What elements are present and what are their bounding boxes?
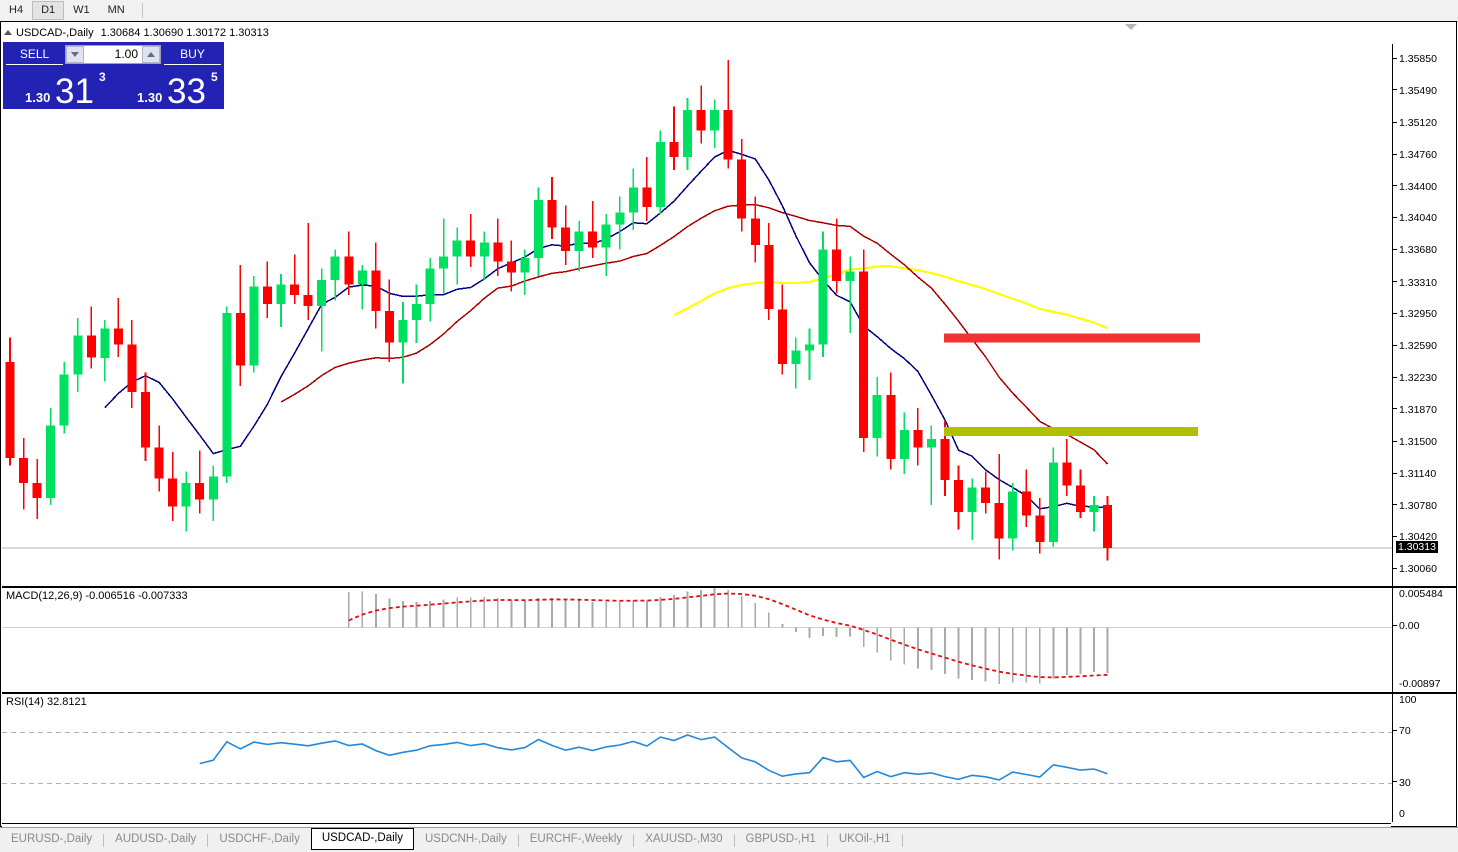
buy-price-fraction: 5 (211, 70, 218, 84)
one-click-trading-panel[interactable]: SELL 1.00 BUY 1.30 31 3 1.30 33 5 (3, 42, 224, 111)
last-price-label: 1.30313 (1396, 540, 1438, 553)
symbol-tab-eurchf[interactable]: EURCHF-,Weekly (529, 833, 623, 845)
tab-divider (207, 833, 209, 847)
price-scale[interactable]: 1.35850 1.35490 1.35120 1.34760 1.34400 1.340… (1392, 44, 1458, 586)
toolbar-divider (141, 3, 143, 18)
buy-button[interactable]: BUY (164, 45, 221, 65)
macd-pane[interactable] (2, 588, 1392, 692)
rsi-chart-svg (2, 731, 1392, 785)
macd-chart-svg (2, 588, 1392, 685)
tab-divider (826, 833, 828, 847)
price-tick: 1.32230 (1393, 372, 1437, 384)
macd-tick: -0.00897 (1399, 678, 1441, 690)
pane-separator-price-macd (2, 586, 1457, 587)
price-tick: 1.31870 (1393, 404, 1437, 416)
symbol-header: USDCAD-,Daily 1.30684 1.30690 1.30172 1.3… (4, 27, 269, 39)
rsi-label: RSI(14) 32.8121 (6, 696, 87, 708)
buy-price-prefix: 1.30 (137, 90, 163, 105)
price-tick: 1.32950 (1393, 308, 1437, 320)
price-pane[interactable] (2, 44, 1392, 586)
rsi-scale[interactable]: 100 70 30 0 (1392, 694, 1458, 822)
rsi-tick: 100 (1399, 694, 1417, 706)
chart-canvas[interactable]: MACD(12,26,9) -0.006516 -0.007333 RSI(14… (0, 21, 1458, 849)
symbol-tab-xauusd[interactable]: XAUUSD-,M30 (645, 833, 723, 845)
chevron-down-icon (71, 52, 79, 57)
price-tick: 1.30060 (1393, 563, 1437, 575)
trade-panel-controls: SELL 1.00 BUY (3, 42, 224, 67)
collapse-triangle-icon[interactable] (4, 29, 12, 35)
symbol-tab-usdchf[interactable]: USDCHF-,Daily (219, 833, 300, 845)
price-tick: 1.31500 (1393, 436, 1437, 448)
volume-stepper[interactable]: 1.00 (65, 45, 161, 64)
volume-decrement-button[interactable] (66, 46, 84, 63)
macd-tick: 0.005484 (1399, 588, 1443, 600)
sell-price-prefix: 1.30 (25, 90, 51, 105)
price-tick: 1.34760 (1393, 149, 1437, 161)
symbol-tab-usdcnh[interactable]: USDCNH-,Daily (424, 833, 507, 845)
price-tick: 1.33310 (1393, 277, 1437, 289)
rsi-tick: 30 (1393, 777, 1411, 789)
tab-divider (901, 833, 903, 847)
price-tick: 1.30420 (1393, 531, 1437, 543)
rsi-pane[interactable] (2, 694, 1392, 822)
sell-price-pips: 31 (55, 72, 94, 111)
trade-panel-prices: 1.30 31 3 1.30 33 5 (3, 69, 224, 111)
macd-label: MACD(12,26,9) -0.006516 -0.007333 (6, 590, 188, 602)
sell-button[interactable]: SELL (6, 45, 63, 65)
price-tick: 1.35490 (1393, 85, 1437, 97)
price-chart-svg (2, 59, 1392, 561)
price-tick: 1.35850 (1393, 53, 1437, 65)
price-tick: 1.34400 (1393, 181, 1437, 193)
chart-shift-marker[interactable] (1125, 24, 1137, 30)
tab-divider (733, 833, 735, 847)
symbol-tab-gbpusd[interactable]: GBPUSD-,H1 (745, 833, 816, 845)
symbol-tab-bar[interactable]: EURUSD-,Daily AUDUSD-,Daily USDCHF-,Daily U… (0, 827, 1458, 852)
price-tick: 1.32590 (1393, 340, 1437, 352)
sell-price-box[interactable]: 1.30 31 3 (3, 69, 112, 111)
symbol-ohlc: 1.30684 1.30690 1.30172 1.30313 (100, 27, 269, 39)
buy-price-pips: 33 (167, 72, 206, 111)
sell-price-fraction: 3 (99, 70, 106, 84)
period-w1[interactable]: W1 (73, 4, 90, 16)
symbol-tab-eurusd[interactable]: EURUSD-,Daily (11, 833, 93, 845)
tab-divider (103, 833, 105, 847)
rsi-tick: 70 (1393, 725, 1411, 737)
price-tick: 1.33680 (1393, 244, 1437, 256)
symbol-tab-usdcad[interactable]: USDCAD-,Daily (310, 828, 414, 850)
price-tick: 1.35120 (1393, 117, 1437, 129)
macd-scale[interactable]: 0.005484 0.00 -0.00897 (1392, 588, 1458, 692)
macd-tick: 0.00 (1393, 620, 1419, 632)
period-toolbar: H4 D1 W1 MN (0, 0, 1458, 22)
period-h4[interactable]: H4 (9, 4, 24, 16)
pane-separator-macd-rsi-2 (2, 693, 1457, 694)
tab-divider (633, 833, 635, 847)
volume-input[interactable]: 1.00 (84, 46, 142, 63)
symbol-tab-ukoil[interactable]: UKOil-,H1 (838, 833, 891, 845)
price-tick: 1.30780 (1393, 500, 1437, 512)
price-tick: 1.31140 (1393, 468, 1436, 480)
chevron-up-icon (147, 52, 155, 57)
pane-separator-macd-rsi (2, 692, 1457, 693)
price-tick: 1.34040 (1393, 212, 1437, 224)
tab-divider (517, 833, 519, 847)
buy-price-box[interactable]: 1.30 33 5 (115, 69, 224, 111)
rsi-tick: 0 (1399, 808, 1405, 820)
pane-separator-price-macd-2 (2, 587, 1457, 588)
period-d1[interactable]: D1 (32, 1, 65, 20)
volume-increment-button[interactable] (142, 46, 160, 63)
symbol-name: USDCAD-,Daily (16, 27, 94, 39)
period-mn[interactable]: MN (107, 4, 125, 16)
symbol-tab-audusd[interactable]: AUDUSD-,Daily (115, 833, 197, 845)
